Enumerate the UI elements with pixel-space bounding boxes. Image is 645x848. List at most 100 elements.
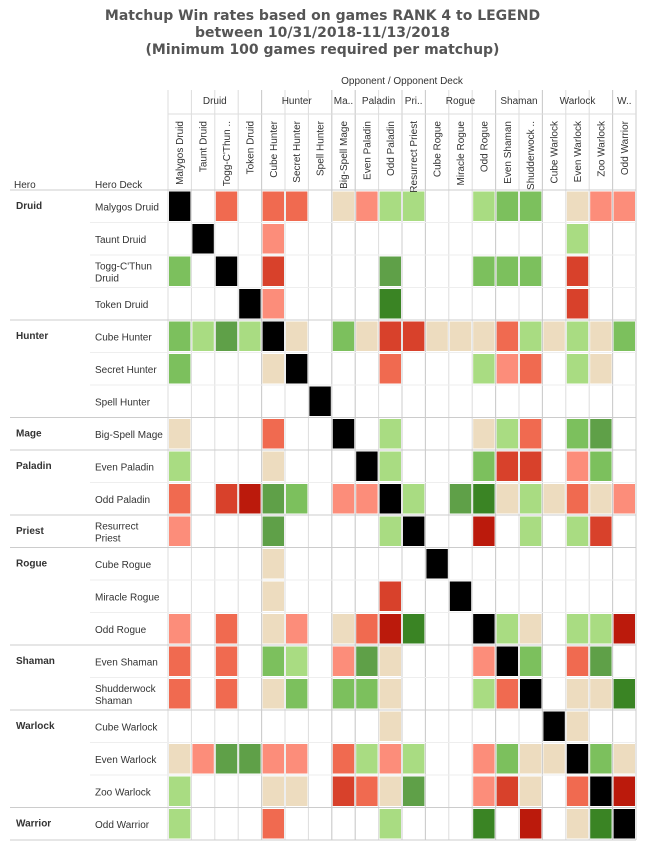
column-group-w: W..	[617, 96, 631, 107]
cell-3-4	[262, 289, 284, 319]
cell-14-14	[496, 646, 518, 676]
cell-8-14	[496, 451, 518, 481]
cell-14-2	[215, 646, 238, 676]
cell-17-10	[403, 744, 425, 774]
row-label: Cube Rogue	[95, 560, 152, 571]
row-label: Even Shaman	[95, 657, 158, 668]
cell-0-17	[566, 191, 589, 221]
cell-13-18	[590, 614, 612, 644]
cell-9-9	[379, 484, 401, 514]
cell-18-7	[332, 776, 355, 806]
cell-19-19	[613, 809, 635, 839]
column-group-warlock: Warlock	[560, 96, 597, 107]
cell-15-9	[379, 679, 401, 709]
cell-18-19	[613, 776, 635, 806]
cell-9-10	[403, 484, 425, 514]
cell-1-1	[192, 224, 214, 254]
cell-4-17	[566, 321, 589, 351]
cell-17-0	[169, 744, 191, 774]
cell-13-0	[169, 614, 191, 644]
cell-15-13	[473, 679, 495, 709]
cell-14-5	[286, 646, 308, 676]
cell-17-4	[262, 744, 284, 774]
cell-11-11	[426, 549, 448, 579]
cell-13-14	[496, 614, 518, 644]
cell-15-4	[262, 679, 284, 709]
column-group-hunter: Hunter	[282, 96, 313, 107]
cell-17-15	[520, 744, 542, 774]
column-group-shaman: Shaman	[500, 96, 537, 107]
cell-2-4	[262, 256, 284, 286]
cell-5-4	[262, 354, 284, 384]
column-label: Even Paladin	[362, 121, 373, 180]
cell-9-4	[262, 484, 284, 514]
row-group-mage: Mage	[16, 429, 42, 440]
cell-10-15	[520, 516, 542, 546]
cell-4-7	[332, 321, 355, 351]
cell-13-2	[215, 614, 238, 644]
cell-17-13	[473, 744, 495, 774]
cell-8-9	[379, 451, 401, 481]
cell-9-0	[169, 484, 191, 514]
cell-9-13	[473, 484, 495, 514]
cell-8-13	[473, 451, 495, 481]
cell-4-14	[496, 321, 518, 351]
row-label: Miracle Rogue	[95, 592, 160, 603]
cell-4-4	[262, 321, 284, 351]
column-label: Odd Warrior	[620, 120, 631, 175]
cell-5-15	[520, 354, 542, 384]
cell-10-4	[262, 516, 284, 546]
column-label: Even Warlock	[573, 120, 584, 182]
cell-8-0	[169, 451, 191, 481]
cell-4-12	[449, 321, 472, 351]
cell-0-18	[590, 191, 612, 221]
cell-4-2	[215, 321, 238, 351]
cell-19-18	[590, 809, 612, 839]
column-label: Even Shaman	[503, 121, 514, 184]
cell-0-15	[520, 191, 542, 221]
row-label: Odd Rogue	[95, 625, 147, 636]
cell-5-9	[379, 354, 401, 384]
cell-4-13	[473, 321, 495, 351]
cell-15-18	[590, 679, 612, 709]
cell-19-4	[262, 809, 284, 839]
cell-14-9	[379, 646, 401, 676]
column-label: Odd Rogue	[479, 121, 490, 173]
cell-2-14	[496, 256, 518, 286]
cell-8-18	[590, 451, 612, 481]
column-label: Cube Warlock	[550, 120, 561, 183]
column-group-ma: Ma..	[334, 96, 353, 107]
cell-19-17	[566, 809, 589, 839]
cell-0-19	[613, 191, 635, 221]
cell-19-13	[473, 809, 495, 839]
cell-10-9	[379, 516, 401, 546]
row-label: Secret Hunter	[95, 365, 157, 376]
cell-0-4	[262, 191, 284, 221]
cell-13-19	[613, 614, 635, 644]
cell-14-4	[262, 646, 284, 676]
row-header-hero: Hero	[14, 180, 36, 191]
column-label: Zoo Warlock	[596, 120, 607, 177]
cell-17-2	[215, 744, 238, 774]
cell-11-4	[262, 549, 284, 579]
cell-7-9	[379, 419, 401, 449]
cell-18-14	[496, 776, 518, 806]
cell-9-2	[215, 484, 238, 514]
cell-14-15	[520, 646, 542, 676]
chart-title-line-2: between 10/31/2018-11/13/2018	[194, 25, 451, 41]
cell-15-0	[169, 679, 191, 709]
row-label: Odd Warrior	[95, 820, 150, 831]
cell-10-0	[169, 516, 191, 546]
cell-7-13	[473, 419, 495, 449]
cell-15-8	[356, 679, 378, 709]
cell-0-10	[403, 191, 425, 221]
cell-5-17	[566, 354, 589, 384]
cell-5-18	[590, 354, 612, 384]
column-label: Togg-C'Thun ..	[222, 121, 233, 186]
column-label: Cube Hunter	[269, 120, 280, 177]
column-label: Shudderwock ..	[526, 121, 537, 190]
row-label: Even Paladin	[95, 462, 154, 473]
cell-13-13	[473, 614, 495, 644]
cell-9-19	[613, 484, 635, 514]
